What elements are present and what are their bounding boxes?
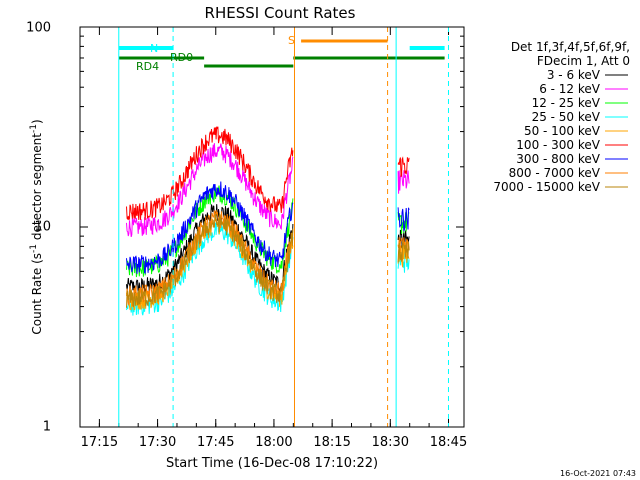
series-line (397, 207, 410, 232)
y-tick-label: 100 (26, 21, 51, 36)
legend-header-2: FDecim 1, Att 0 (537, 54, 630, 68)
series-line (126, 181, 294, 274)
series-line (126, 143, 294, 238)
annotation-rd0: RD0 (170, 51, 193, 64)
x-tick-labels: 17:15 17:30 17:45 18:00 18:15 18:30 18:45 (81, 435, 468, 450)
y-axis-label-text: Count Rate (s (30, 253, 44, 335)
legend-label: 800 - 7000 keV (509, 166, 601, 180)
legend-label: 6 - 12 keV (539, 82, 601, 96)
x-tick-label: 17:15 (81, 435, 118, 450)
series-line (397, 156, 410, 177)
y-axis-label: Count Rate (s-1 detector segment-1) (29, 119, 44, 334)
series-line (126, 212, 294, 308)
series-group (126, 126, 410, 316)
timestamp: 16-Oct-2021 07:43 (560, 469, 636, 478)
series-line (397, 170, 410, 194)
legend-label: 25 - 50 keV (532, 110, 601, 124)
annotation-rd4: RD4 (136, 60, 159, 73)
y-tick-label: 10 (34, 220, 51, 235)
annotation-saa: S (288, 34, 295, 47)
annotation-night: N (150, 42, 158, 55)
y-axis-label-sup: -1 (29, 244, 39, 253)
y-axis-label-close: ) (30, 119, 44, 124)
x-tick-label: 17:45 (197, 435, 234, 450)
legend-label: 300 - 800 keV (516, 152, 600, 166)
series-line (126, 126, 294, 221)
vertical-markers (118, 27, 449, 427)
legend-header-1: Det 1f,3f,4f,5f,6f,9f, (511, 40, 630, 54)
y-axis-label-sup2: -1 (29, 124, 39, 133)
legend-label: 100 - 300 keV (516, 138, 600, 152)
chart-title: RHESSI Count Rates (205, 4, 356, 22)
state-bars (118, 39, 445, 68)
legend-label: 50 - 100 keV (524, 124, 601, 138)
legend-label: 7000 - 15000 keV (493, 180, 600, 194)
x-tick-label: 18:15 (313, 435, 350, 450)
x-tick-label: 18:30 (372, 435, 409, 450)
series-line (397, 240, 410, 263)
legend-label: 12 - 25 keV (532, 96, 601, 110)
x-tick-label: 18:00 (255, 435, 292, 450)
x-tick-label: 18:45 (430, 435, 467, 450)
x-tick-label: 17:30 (139, 435, 176, 450)
y-axis-label-tail: detector segment (30, 133, 44, 244)
y-tick-label: 1 (43, 420, 51, 435)
legend-label: 3 - 6 keV (547, 68, 601, 82)
x-axis-label: Start Time (16-Dec-08 17:10:22) (166, 456, 378, 471)
plot-frame (79, 26, 465, 428)
